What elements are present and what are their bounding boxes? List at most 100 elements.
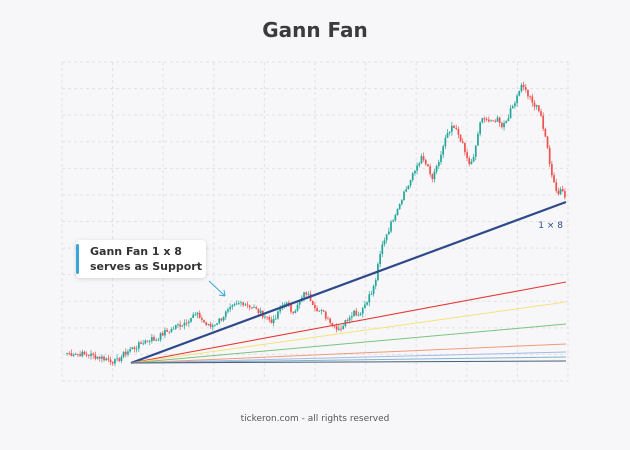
candle-body: [431, 174, 434, 180]
candle-body: [544, 128, 547, 137]
candle-body: [155, 339, 158, 341]
candle-body: [253, 307, 255, 309]
candle-body: [240, 302, 242, 304]
candle-body: [203, 319, 205, 323]
callout-line-2: serves as Support: [90, 260, 202, 273]
candle-body: [164, 330, 166, 336]
candle-body: [153, 337, 155, 341]
candle-body: [244, 304, 247, 306]
candle-body: [511, 106, 514, 109]
candle-body: [505, 121, 508, 124]
candle-body: [103, 356, 105, 361]
chart-title: Gann Fan: [262, 18, 368, 42]
candle-body: [442, 146, 445, 155]
candle-body: [259, 310, 262, 314]
candle-body: [107, 358, 110, 360]
candle-body: [74, 354, 77, 355]
candle-body: [324, 311, 327, 319]
candle-body: [366, 302, 368, 305]
candle-body: [498, 117, 501, 124]
candle-body: [166, 330, 168, 332]
candle-body: [337, 328, 340, 330]
candle-body: [387, 231, 390, 235]
candle-body: [381, 244, 384, 255]
candle-body: [322, 310, 325, 312]
candle-body: [485, 119, 488, 121]
candle-body: [501, 123, 503, 128]
candle-body: [392, 220, 395, 222]
candle-body: [274, 318, 277, 320]
candle-body: [146, 340, 149, 342]
candle-body: [427, 164, 429, 167]
candle-body: [468, 158, 471, 165]
candle-body: [370, 293, 373, 295]
candle-body: [444, 137, 447, 147]
candle-body: [111, 362, 114, 364]
candle-body: [429, 166, 431, 175]
callout-accent-bar: [76, 244, 79, 274]
candle-body: [177, 324, 179, 326]
candle-body: [96, 356, 99, 359]
candle-body: [509, 108, 512, 119]
candle-body: [235, 303, 238, 305]
candle-body: [209, 323, 212, 327]
candle-body: [98, 356, 101, 359]
candle-body: [422, 156, 425, 160]
candle-body: [109, 359, 112, 363]
candle-body: [129, 349, 131, 352]
candle-body: [279, 308, 281, 312]
candle-body: [448, 131, 451, 133]
candle-body: [85, 354, 88, 356]
candle-body: [351, 316, 353, 318]
candle-body: [83, 351, 86, 355]
candle-body: [307, 293, 310, 295]
candle-body: [296, 304, 299, 311]
candle-body: [77, 354, 79, 355]
candle-body: [340, 328, 342, 330]
candle-body: [481, 118, 484, 123]
candle-body: [522, 84, 525, 88]
candle-body: [90, 353, 92, 356]
annotation-callout: Gann Fan 1 x 8 serves as Support: [76, 240, 206, 278]
candle-body: [122, 351, 125, 357]
candle-body: [559, 189, 562, 195]
candle-body: [144, 340, 147, 344]
candle-body: [518, 91, 521, 96]
candle-body: [251, 307, 253, 309]
candle-body: [168, 331, 171, 333]
candle-body: [507, 118, 510, 122]
candle-body: [561, 189, 564, 192]
candle-body: [231, 305, 234, 307]
candle-body: [361, 308, 364, 314]
candle-body: [357, 314, 360, 316]
candle-body: [224, 311, 227, 317]
candle-body: [346, 320, 349, 321]
candle-body: [564, 191, 566, 198]
fan-line: [130, 281, 567, 364]
candle-body: [490, 120, 492, 122]
candle-body: [540, 111, 542, 116]
candle-body: [205, 322, 208, 325]
fan-lines-group: [130, 200, 567, 365]
candle-body: [220, 318, 223, 321]
fan-line: [130, 351, 567, 364]
candle-body: [461, 141, 464, 143]
candle-body: [533, 102, 536, 107]
candle-body: [457, 129, 460, 135]
candle-body: [542, 115, 545, 129]
candle-body: [453, 125, 455, 128]
candle-body: [348, 317, 351, 321]
candle-body: [531, 96, 534, 103]
candle-body: [294, 310, 297, 313]
candle-body: [492, 120, 495, 122]
candle-body: [555, 182, 558, 191]
candle-body: [440, 154, 442, 162]
candle-body: [179, 324, 181, 327]
candle-body: [535, 105, 538, 107]
candle-body: [455, 127, 458, 130]
candle-body: [424, 159, 427, 165]
candle-body: [527, 89, 529, 97]
candle-body: [157, 339, 160, 341]
candle-body: [66, 352, 68, 354]
candle-body: [70, 353, 73, 356]
